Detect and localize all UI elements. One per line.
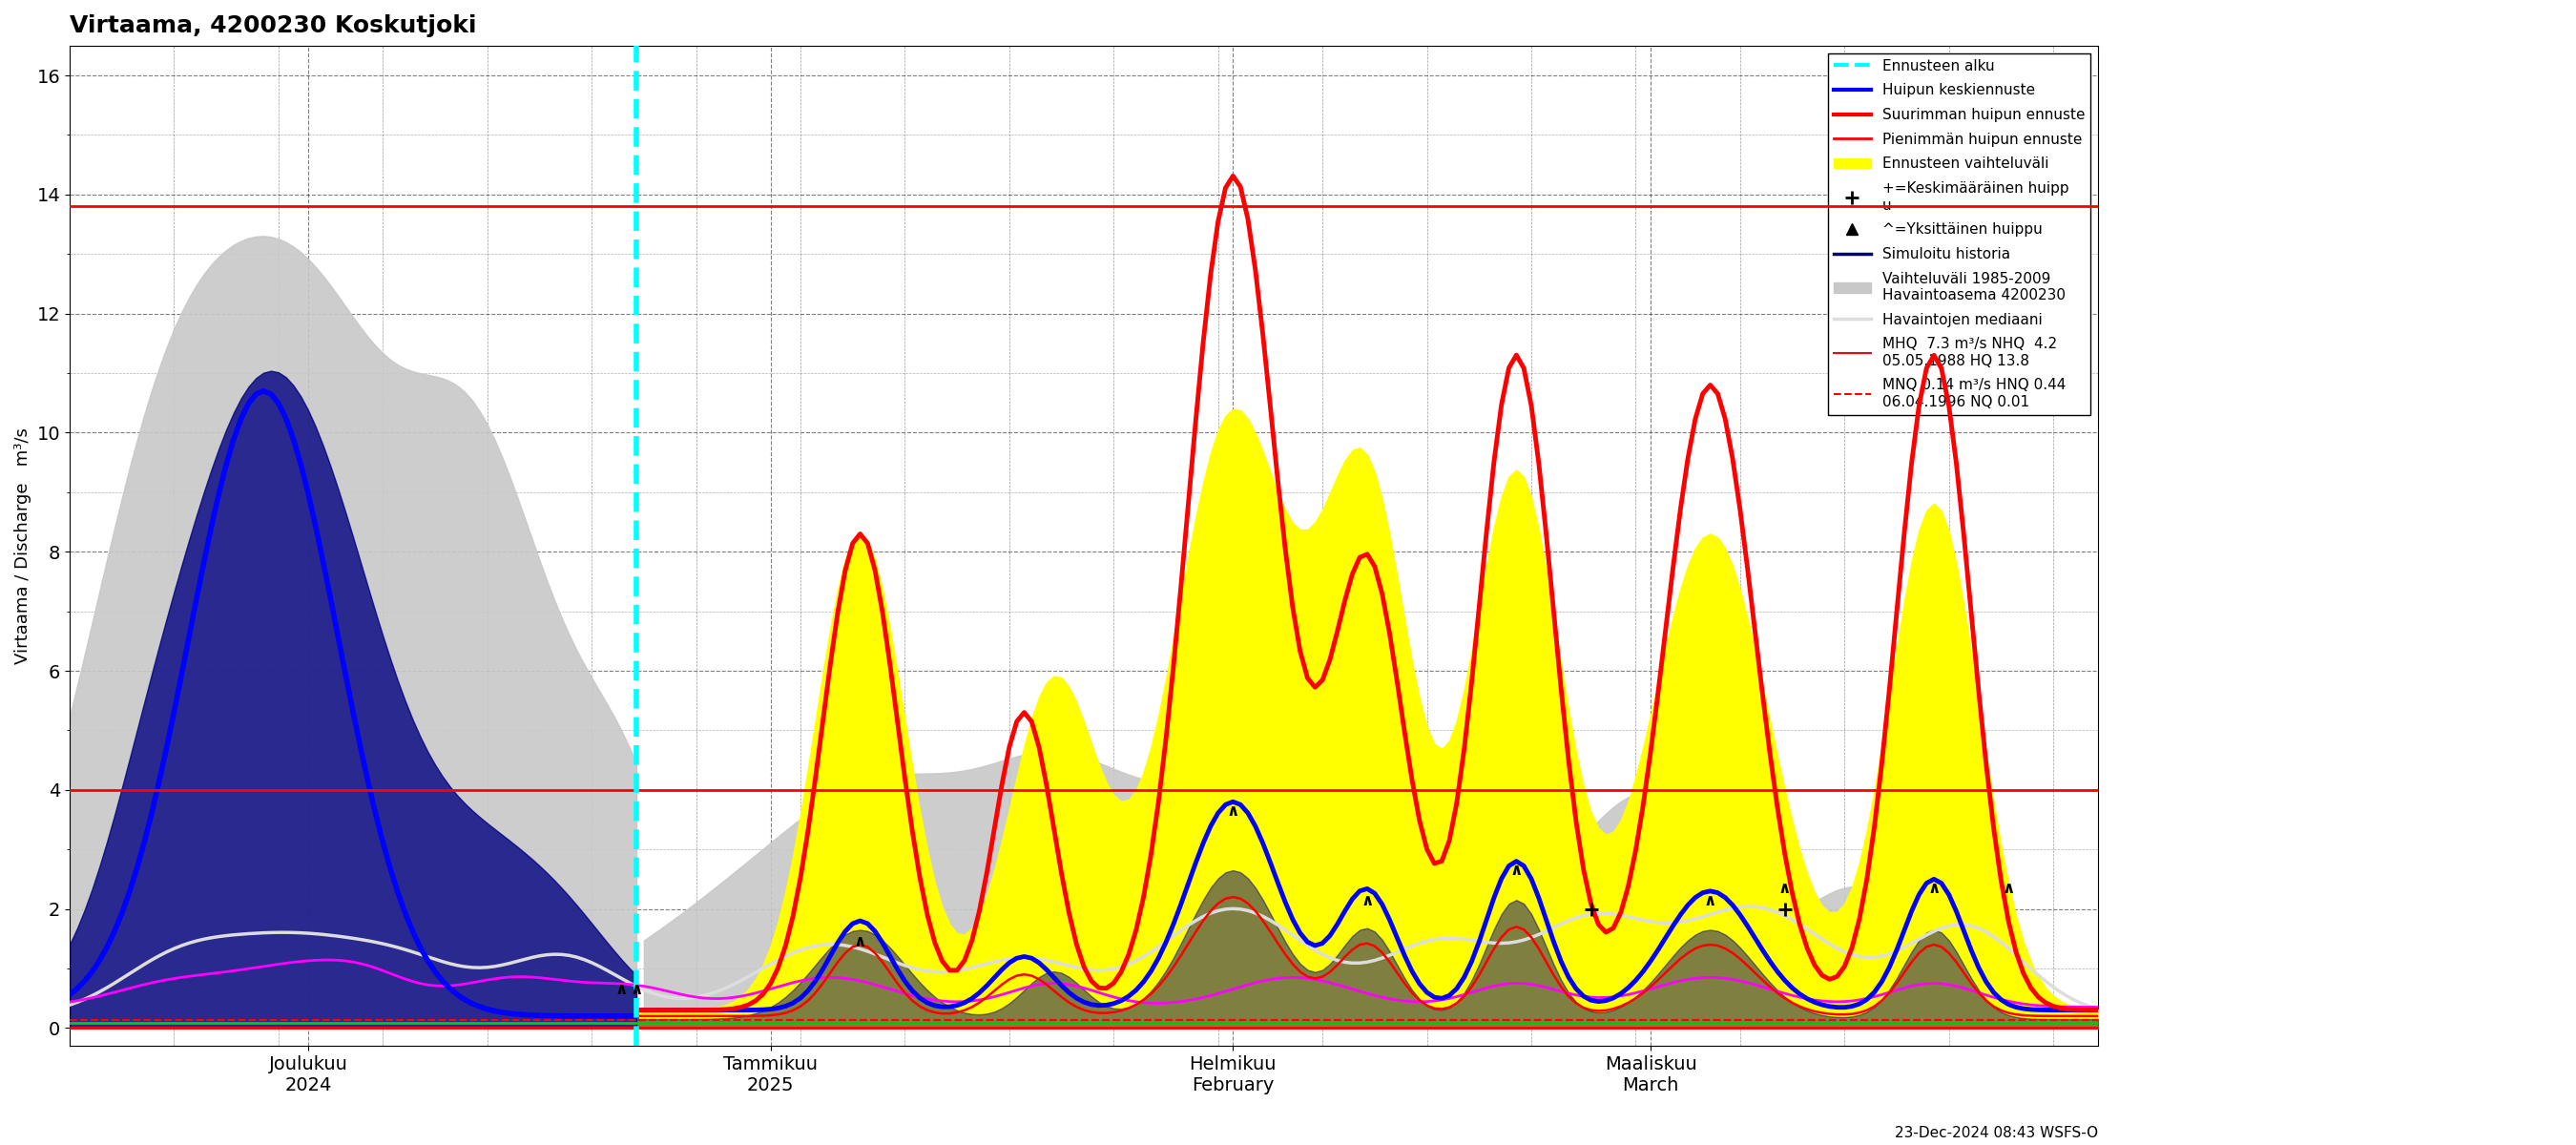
Text: ∧: ∧ (1703, 892, 1716, 909)
Text: 23-Dec-2024 08:43 WSFS-O: 23-Dec-2024 08:43 WSFS-O (1896, 1126, 2097, 1140)
Text: ∧: ∧ (1777, 879, 1790, 897)
Text: ∧: ∧ (853, 933, 866, 950)
Legend: Ennusteen alku, Huipun keskiennuste, Suurimman huipun ennuste, Pienimmän huipun : Ennusteen alku, Huipun keskiennuste, Suu… (1829, 53, 2092, 414)
Text: ∧: ∧ (616, 981, 629, 998)
Text: ∧: ∧ (2002, 879, 2014, 897)
Text: ∧: ∧ (631, 981, 644, 998)
Text: ∧: ∧ (1360, 892, 1373, 909)
Text: ∧: ∧ (1510, 862, 1522, 879)
Text: ∧: ∧ (1226, 803, 1239, 820)
Y-axis label: Virtaama / Discharge   m³/s: Virtaama / Discharge m³/s (15, 427, 31, 664)
Text: Virtaama, 4200230 Koskutjoki: Virtaama, 4200230 Koskutjoki (70, 14, 477, 37)
Text: ∧: ∧ (1927, 879, 1940, 897)
